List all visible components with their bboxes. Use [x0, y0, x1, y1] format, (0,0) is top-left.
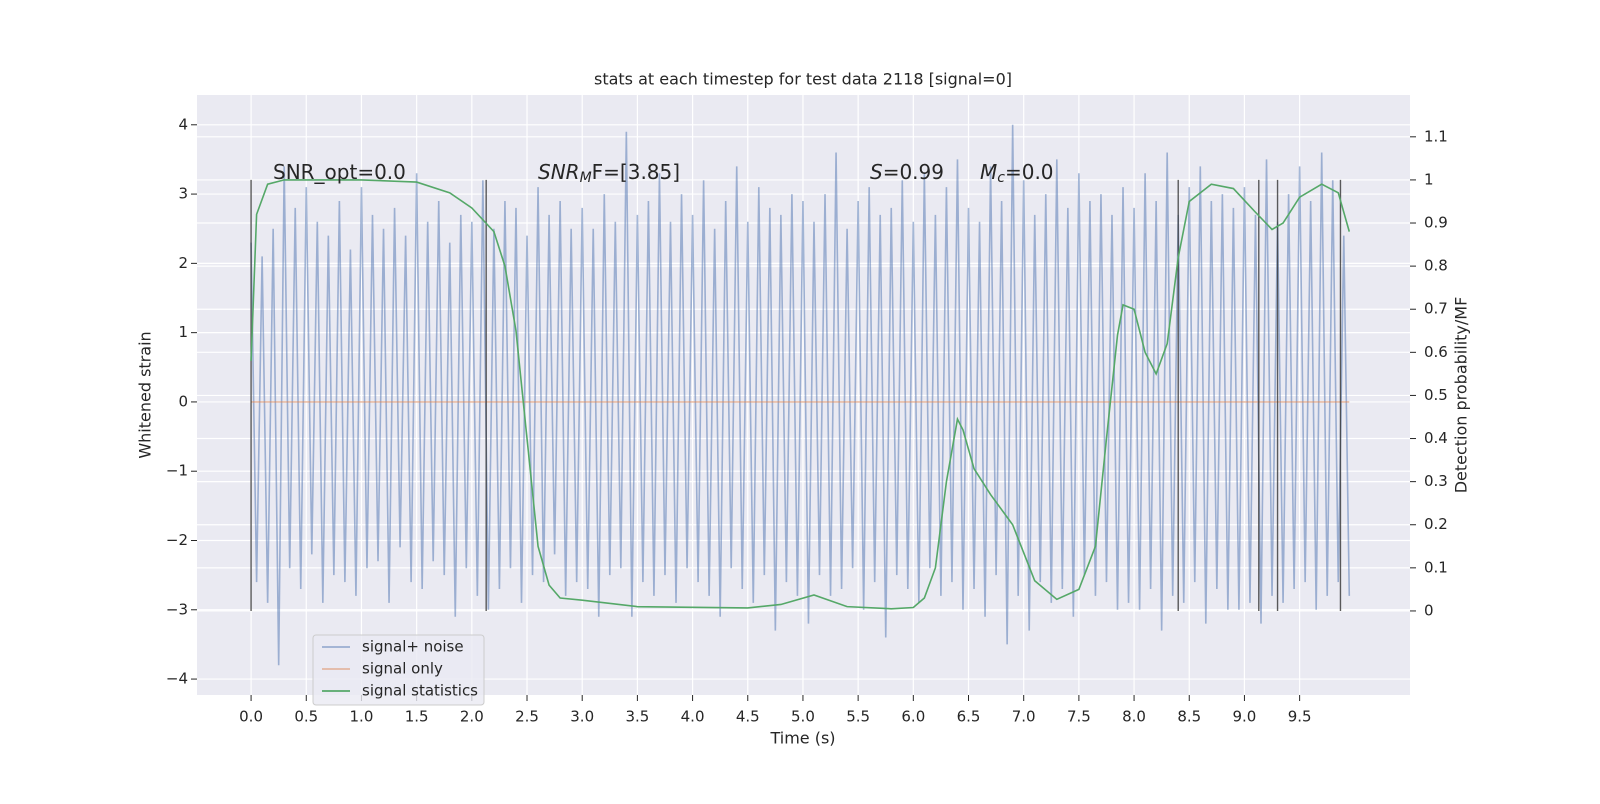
x-tick-label: 0.0: [239, 708, 263, 726]
y-tick-label: 3: [178, 185, 188, 203]
y2-tick-label: 0.2: [1424, 515, 1448, 533]
y-tick-label: 1: [178, 323, 188, 341]
annotation-part: SNR_opt=0.0: [273, 160, 406, 184]
y2-tick-label: 0.4: [1424, 429, 1448, 447]
legend-label: signal+ noise: [362, 638, 464, 656]
annotation: SNR_opt=0.0: [273, 160, 406, 184]
x-tick-label: 1.5: [405, 708, 429, 726]
x-tick-label: 4.0: [681, 708, 705, 726]
x-tick-label: 2.0: [460, 708, 484, 726]
y2-tick-label: 0: [1424, 601, 1434, 619]
legend-box: [312, 634, 485, 706]
y-tick-label: −1: [166, 462, 188, 480]
y-tick-label: 2: [178, 254, 188, 272]
annotation-part: c: [997, 170, 1005, 186]
y-tick-label: −2: [166, 531, 188, 549]
x-tick-label: 3.5: [625, 708, 649, 726]
annotation-part: SNR: [538, 160, 580, 184]
x-axis-label: Time (s): [769, 729, 835, 748]
y2-tick-label: 0.7: [1424, 300, 1448, 318]
x-tick-label: 0.5: [294, 708, 318, 726]
series-line: [250, 124, 1351, 666]
x-tick-label: 8.0: [1122, 708, 1146, 726]
y-tick-label: 0: [178, 392, 188, 410]
x-tick-label: 7.5: [1067, 708, 1091, 726]
x-tick-label: 8.5: [1177, 708, 1201, 726]
x-tick-label: 6.5: [957, 708, 981, 726]
legend-label: signal only: [362, 660, 443, 678]
x-tick-label: 3.0: [570, 708, 594, 726]
x-tick-label: 5.0: [791, 708, 815, 726]
series-line: [250, 179, 1351, 610]
x-tick-label: 2.5: [515, 708, 539, 726]
y2-tick-label: 0.1: [1424, 558, 1448, 576]
x-tick-label: 9.0: [1233, 708, 1257, 726]
y2-tick-label: 0.8: [1424, 257, 1448, 275]
y-axis-label: Whitened strain: [136, 331, 155, 458]
annotation: SNRMF=[3.85]: [538, 160, 680, 187]
legend: signal+ noise signal only signal statistic…: [312, 634, 485, 706]
y2-tick-label: 0.3: [1424, 472, 1448, 490]
grid: [197, 95, 1410, 695]
annotation-part: S: [870, 160, 883, 184]
x-tick-label: 9.5: [1288, 708, 1312, 726]
x-tick-label: 4.5: [736, 708, 760, 726]
y2-axis-label: Detection probability/MF: [1452, 297, 1471, 494]
y-tick-label: −4: [166, 670, 188, 688]
annotation-part: M: [980, 160, 997, 184]
y2-tick-label: 0.9: [1424, 214, 1448, 232]
y2-tick-label: 0.5: [1424, 386, 1448, 404]
x-tick-label: 1.0: [350, 708, 374, 726]
x-tick-label: 7.0: [1012, 708, 1036, 726]
x-tick-label: 5.5: [846, 708, 870, 726]
annotation-part: =0.0: [1005, 160, 1054, 184]
annotation: Mc=0.0: [980, 160, 1054, 187]
annotation-part: F=[3.85]: [592, 160, 680, 184]
y-tick-label: 4: [178, 115, 188, 133]
annotation: S=0.99: [870, 160, 944, 184]
y2-tick-label: 1.1: [1424, 127, 1448, 145]
annotation-part: =0.99: [883, 160, 944, 184]
y2-tick-label: 1: [1424, 170, 1434, 188]
y-tick-label: −3: [166, 600, 188, 618]
y2-tick-label: 0.6: [1424, 343, 1448, 361]
chart-title: stats at each timestep for test data 211…: [594, 70, 1012, 89]
legend-label: signal statistics: [362, 682, 478, 700]
annotation-part: M: [580, 170, 592, 186]
x-tick-label: 6.0: [901, 708, 925, 726]
